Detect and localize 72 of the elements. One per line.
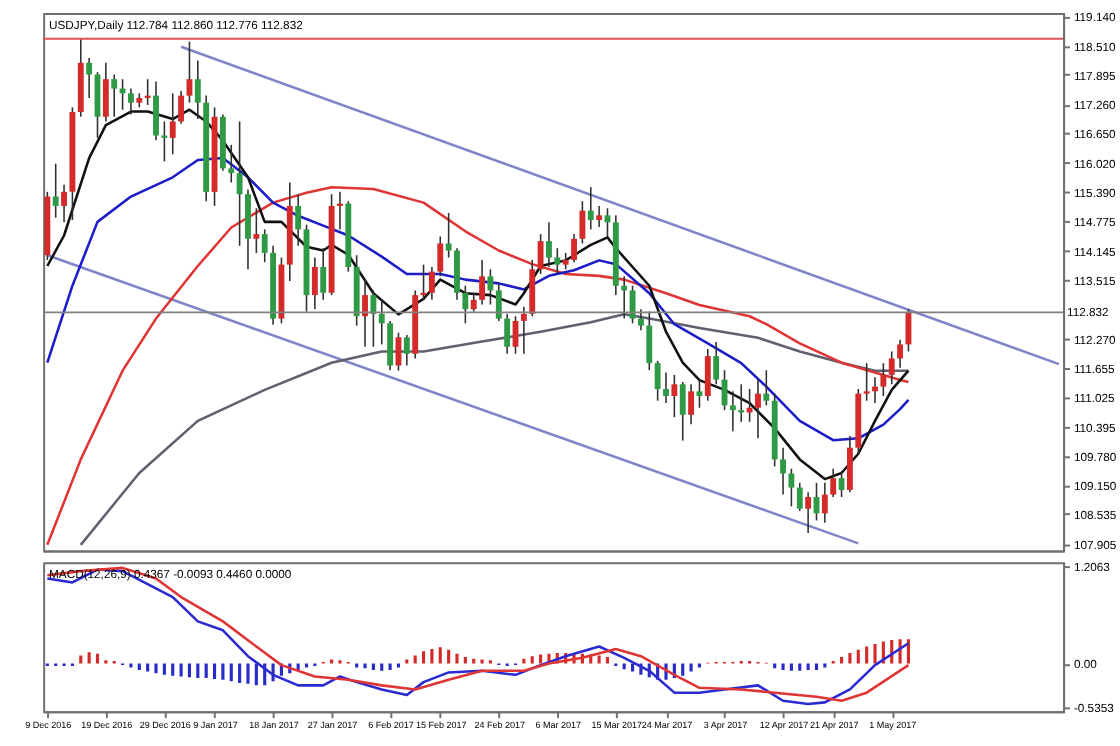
line-series (79, 313, 910, 547)
candlestick (178, 90, 185, 125)
candlestick (888, 350, 895, 386)
candlestick (788, 467, 795, 508)
candlestick (61, 184, 67, 224)
candlestick (479, 259, 486, 306)
candlestick (529, 259, 536, 318)
candlestick (704, 348, 711, 402)
candlestick (897, 338, 904, 369)
candlestick (796, 482, 803, 512)
candlestick (755, 378, 761, 440)
candlestick (253, 207, 260, 254)
candlestick (729, 390, 736, 433)
candlestick (587, 186, 594, 231)
candlestick (378, 299, 385, 346)
line-series (46, 108, 910, 481)
candlestick (320, 247, 327, 301)
candlestick (228, 144, 235, 184)
candlestick (504, 313, 511, 355)
candlestick (52, 162, 59, 219)
candlestick (880, 362, 887, 397)
candlestick (311, 256, 318, 310)
candlestick (102, 61, 109, 123)
candlestick (194, 59, 201, 120)
candlestick (245, 188, 251, 271)
line-series (46, 156, 910, 442)
candlestick (387, 320, 394, 371)
candlestick (403, 334, 410, 367)
candlestick (663, 371, 669, 404)
candlestick (470, 291, 477, 313)
candlestick (495, 282, 502, 322)
candlestick (763, 369, 770, 407)
candlestick (487, 268, 494, 306)
candlestick (679, 381, 686, 442)
candlestick (445, 212, 452, 259)
candlestick (86, 57, 93, 99)
candlestick (236, 120, 243, 247)
candlestick (153, 80, 159, 141)
candlestick (127, 87, 134, 116)
candlestick (295, 193, 302, 247)
candlestick (637, 308, 644, 332)
candlestick (696, 378, 703, 409)
candlestick (571, 233, 577, 264)
candlestick (688, 383, 695, 425)
candlestick (654, 360, 661, 402)
candlestick (863, 362, 870, 402)
candlestick (462, 284, 469, 325)
candlestick (454, 247, 460, 301)
candlestick (780, 446, 786, 496)
candlestick (846, 435, 853, 494)
candlestick (830, 467, 837, 498)
candlestick (169, 92, 176, 156)
candlestick (821, 482, 828, 524)
candlestick (428, 266, 435, 301)
candlestick (537, 233, 544, 275)
candlestick (261, 228, 268, 264)
line-series (46, 185, 910, 547)
candlestick (671, 374, 678, 418)
candlestick (362, 277, 368, 348)
candlestick (629, 284, 636, 325)
candlestick (370, 289, 377, 348)
candlestick (554, 247, 561, 275)
candlestick (111, 73, 118, 118)
candlestick (713, 341, 720, 386)
candlestick (437, 235, 444, 278)
candlestick (646, 310, 653, 371)
candlestick (805, 491, 812, 534)
candlestick (596, 205, 603, 228)
candlestick (838, 470, 845, 498)
candlestick (520, 306, 527, 355)
candlestick (546, 221, 552, 268)
candlestick (579, 200, 586, 245)
